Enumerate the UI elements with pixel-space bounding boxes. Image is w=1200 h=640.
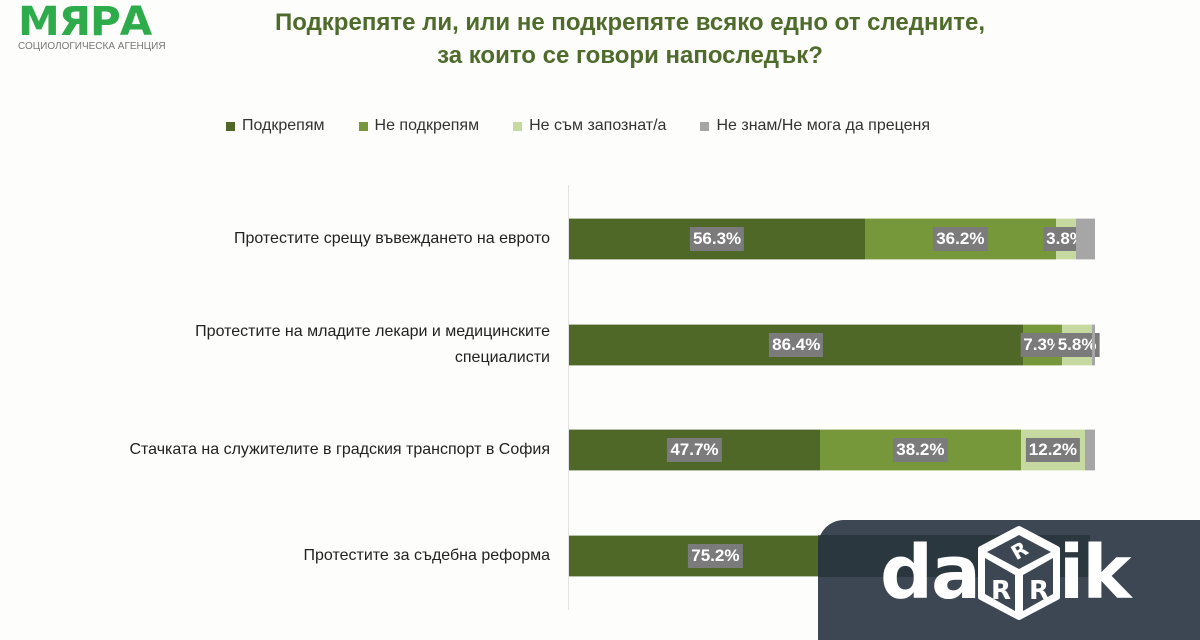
bar-row-euro-protests: 56.3% 36.2% 3.8% bbox=[569, 218, 1095, 260]
legend-swatch-icon bbox=[513, 121, 523, 131]
legend-swatch-icon bbox=[700, 121, 710, 131]
legend-item-not-support: Не подкрепям bbox=[358, 117, 480, 135]
bar-row-young-doctors: 86.4% 7.3% 5.8% bbox=[569, 324, 1100, 366]
chart-legend: Подкрепям Не подкрепям Не съм запознат/а… bbox=[226, 117, 964, 135]
data-label: 38.2% bbox=[893, 438, 948, 462]
bar-segment-not-familiar: 3.8% bbox=[1043, 218, 1088, 260]
legend-label: Не знам/Не мога да преценя bbox=[716, 117, 931, 134]
legend-label: Подкрепям bbox=[242, 117, 325, 134]
bar-segment-dont-know bbox=[1075, 218, 1095, 260]
legend-swatch-icon bbox=[358, 121, 368, 131]
logo-name: МЯРА bbox=[18, 0, 152, 45]
logo-text-left: da bbox=[880, 530, 981, 616]
legend-label: Не съм запознат/а bbox=[529, 117, 667, 134]
svg-text:R: R bbox=[1029, 576, 1049, 606]
legend-item-not-familiar: Не съм запознат/а bbox=[513, 117, 666, 135]
bar-segment-not-support: 38.2% bbox=[819, 429, 1021, 471]
data-label: 86.4% bbox=[769, 333, 824, 357]
category-axis-line bbox=[568, 185, 569, 610]
bar-segment-not-support: 36.2% bbox=[865, 218, 1056, 260]
bar-segment-not-familiar: 12.2% bbox=[1020, 429, 1085, 471]
legend-item-dont-know: Не знам/Не мога да преценя bbox=[700, 117, 930, 135]
bar-segment-support: 56.3% bbox=[569, 218, 866, 260]
category-label-judicial-reform: Протестите за съдебна реформа bbox=[303, 547, 550, 564]
legend-item-support: Подкрепям bbox=[226, 117, 325, 135]
logo-text-right: ik bbox=[1058, 530, 1132, 616]
bar-segment-dont-know bbox=[1084, 429, 1095, 471]
legend-swatch-icon bbox=[226, 121, 235, 131]
data-label: 47.7% bbox=[667, 438, 722, 462]
dice-icon: R R R bbox=[977, 526, 1060, 620]
bar-segment-dont-know bbox=[1092, 324, 1095, 366]
title-line-2: за които се говори напоследък? bbox=[437, 42, 823, 69]
bar-segment-support: 86.4% bbox=[569, 324, 1024, 366]
data-label: 12.2% bbox=[1025, 438, 1080, 462]
logo-subtitle: СОЦИОЛОГИЧЕСКА АГЕНЦИЯ bbox=[18, 41, 166, 52]
bar-row-transport-strike: 47.7% 38.2% 12.2% bbox=[569, 429, 1095, 471]
data-label: 75.2% bbox=[688, 544, 743, 568]
category-label-euro-protests: Протестите срещу въвеждането на еврото bbox=[233, 230, 550, 247]
bar-segment-not-familiar: 5.8% bbox=[1054, 324, 1100, 366]
svg-text:R: R bbox=[991, 576, 1011, 606]
darrik-logo: da R R R ik bbox=[880, 526, 1132, 620]
legend-label: Не подкрепям bbox=[374, 117, 480, 134]
category-label-transport-strike: Стачката на служителите в градския транс… bbox=[129, 441, 550, 458]
data-label: 36.2% bbox=[933, 227, 988, 251]
category-label-young-doctors: Протестите на младите лекари и медицинск… bbox=[195, 323, 550, 366]
bar-segment-support: 47.7% bbox=[569, 429, 820, 471]
chart-title: Подкрепяте ли, или не подкрепяте всяко е… bbox=[220, 6, 1040, 72]
data-label: 56.3% bbox=[689, 227, 745, 251]
data-label: 5.8% bbox=[1054, 333, 1100, 357]
myara-logo: МЯРА СОЦИОЛОГИЧЕСКА АГЕНЦИЯ bbox=[18, 2, 178, 52]
title-line-1: Подкрепяте ли, или не подкрепяте всяко е… bbox=[274, 9, 986, 36]
